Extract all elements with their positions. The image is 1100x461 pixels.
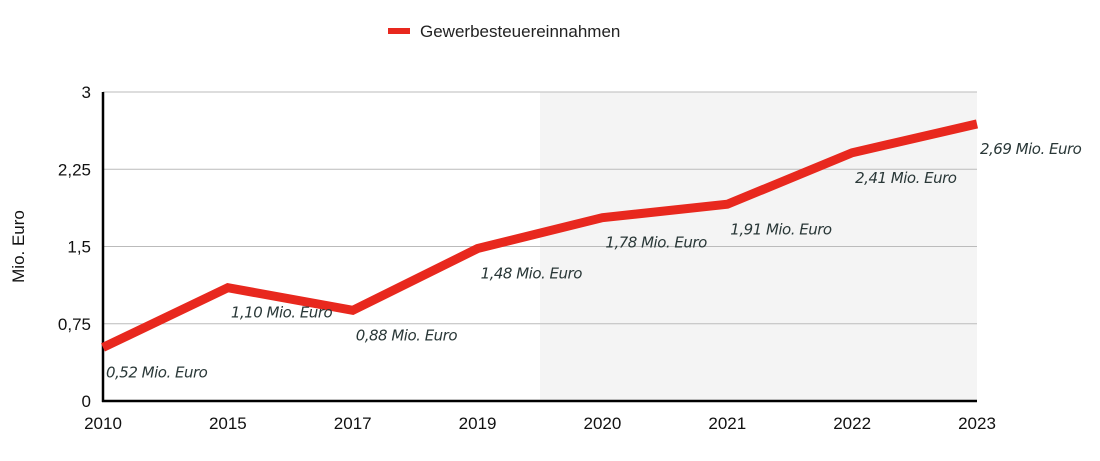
- data-label: 1,78 Mio. Euro: [605, 234, 707, 252]
- x-tick-label: 2020: [584, 414, 622, 433]
- data-label: 2,69 Mio. Euro: [980, 140, 1082, 158]
- x-tick-label: 2023: [958, 414, 996, 433]
- data-label: 1,91 Mio. Euro: [730, 220, 832, 238]
- y-tick-label: 0: [82, 392, 91, 411]
- x-tick-label: 2021: [708, 414, 746, 433]
- y-tick-label: 2,25: [58, 160, 91, 179]
- y-axis-label: Mio. Euro: [9, 210, 28, 283]
- x-tick-label: 2022: [833, 414, 871, 433]
- data-label: 2,41 Mio. Euro: [855, 169, 957, 187]
- y-tick-label: 1,5: [67, 238, 91, 257]
- x-tick-label: 2017: [334, 414, 372, 433]
- series-line: [101, 119, 979, 352]
- data-label: 0,52 Mio. Euro: [106, 363, 208, 381]
- data-label: 1,10 Mio. Euro: [231, 304, 333, 322]
- legend-label: Gewerbesteuereinnahmen: [420, 22, 620, 41]
- y-tick-label: 3: [82, 83, 91, 102]
- x-tick-label: 2019: [459, 414, 497, 433]
- data-label: 0,88 Mio. Euro: [356, 326, 458, 344]
- x-tick-label: 2015: [209, 414, 247, 433]
- x-tick-label: 2010: [84, 414, 122, 433]
- data-label: 1,48 Mio. Euro: [481, 265, 583, 283]
- y-tick-label: 0,75: [58, 315, 91, 334]
